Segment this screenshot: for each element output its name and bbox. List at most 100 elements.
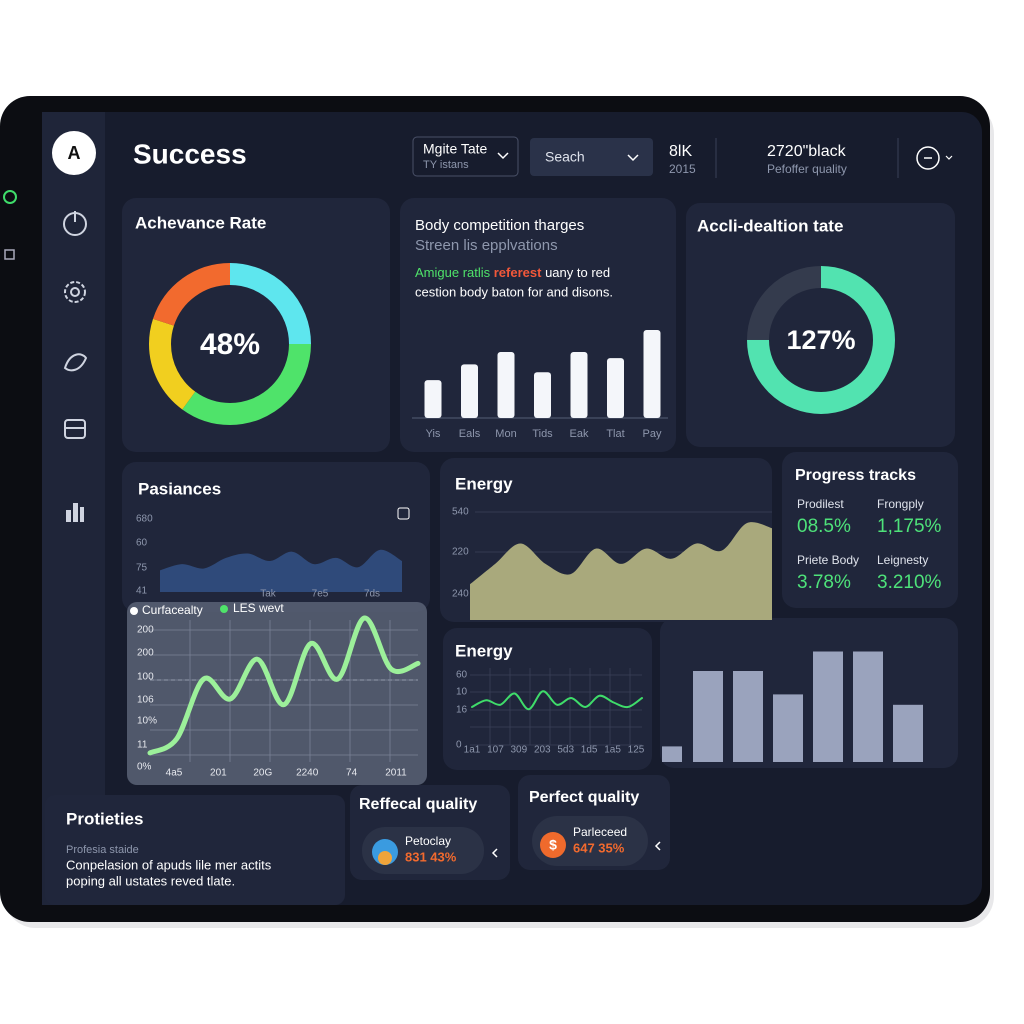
chevron[interactable] [491,848,498,858]
panel-icon[interactable] [397,507,410,520]
line [471,690,643,711]
description-part: Amigue ratlis [415,265,494,280]
panel [782,452,958,608]
bar [893,704,923,762]
search-text: Seach [545,149,585,165]
label: Achevance Rate [135,213,266,232]
label: Frongply [877,497,924,511]
label: 20G [253,768,272,779]
label: 680 [136,514,153,525]
bar [607,358,624,418]
label: Accli-dealtion tate [697,216,843,235]
label: Conpelasion of apuds lile mer actits [66,857,272,872]
label: Petoclay [405,834,451,848]
label: Eals [459,428,481,440]
area [470,522,772,620]
stat-value: 2720"black [767,143,847,160]
page-title: Success [133,138,247,169]
bar [773,694,803,762]
label: 1d5 [581,745,598,756]
chart-icon [80,507,84,522]
label: 647 35% [573,840,625,855]
label: Energy [455,641,513,660]
label: 220 [452,547,469,558]
bar [461,364,478,418]
description-part: uany to red [541,265,610,280]
label: 125 [628,745,645,756]
label: Pasiances [138,479,221,498]
label: Mon [495,428,516,440]
label: 16 [456,705,468,716]
label: 201 [210,768,227,779]
donut-segment [149,263,311,425]
chart-icon [73,503,78,522]
label: Reffecal quality [359,796,477,813]
settings-icon [70,287,80,297]
label: Streen lis epplvations [415,237,558,254]
label: 5d3 [557,745,574,756]
label: Curfacealty [142,603,203,617]
chip-icon [378,851,392,865]
label: Tak [260,589,277,600]
avatar[interactable] [52,131,96,175]
profile-menu[interactable] [916,146,940,170]
donut-segment [747,266,895,414]
label: 0% [137,762,152,773]
label: 7e5 [312,589,329,600]
bar [424,380,442,418]
label: Perfect quality [529,789,639,806]
label: 100 [137,672,154,683]
label: 200 [137,648,154,659]
label: 4a5 [166,768,183,779]
label: poping all ustates reved tlate. [66,873,235,888]
label: Progress tracks [795,467,916,484]
line [147,615,421,756]
label: 309 [511,745,528,756]
label: 60 [456,670,468,681]
label: 831 43% [405,849,457,864]
dollar-icon: $ [549,837,557,853]
dropdown[interactable] [412,136,519,177]
chip-icon [540,832,566,858]
label: 107 [487,745,504,756]
bar [497,352,515,418]
label: Leignesty [877,553,928,567]
chevron [627,154,639,162]
chevron[interactable] [654,841,661,851]
edge-icon [3,190,17,204]
label: 1a1 [464,745,481,756]
legend-dot [220,605,228,613]
panel [45,795,345,905]
settings-icon[interactable] [64,281,86,303]
description: Amigue ratlis referest uany to red [415,265,610,280]
label: 200 [137,625,154,636]
label: Tids [532,428,553,440]
dropdown-label: Mgite Tate [423,141,488,157]
chart-icon[interactable] [66,510,71,522]
bar [853,651,883,762]
label: Priete Body [797,553,859,567]
label: 2011 [385,768,407,779]
label: 240 [452,589,469,600]
link-icon[interactable] [63,353,88,372]
bar [643,330,661,418]
label: 48% [200,328,260,361]
donut-segment [149,263,311,425]
avatar-letter: A [68,143,81,163]
label: Energy [455,474,513,493]
label: Body competition tharges [415,217,584,234]
label: Tlat [606,428,624,440]
dropdown-sub: TY istans [423,159,469,171]
chevron [497,152,509,160]
panel [443,628,652,770]
label: 10% [137,716,157,727]
label: 74 [346,768,358,779]
stat-value: 8lK [669,143,692,160]
donut-segment [149,263,311,425]
label: 2240 [296,768,319,779]
search-box[interactable] [530,138,653,176]
stat-sub: 2015 [669,162,696,176]
label: 3.78% [797,572,851,593]
label: Profesia staide [66,844,139,856]
label: 41 [136,586,148,597]
